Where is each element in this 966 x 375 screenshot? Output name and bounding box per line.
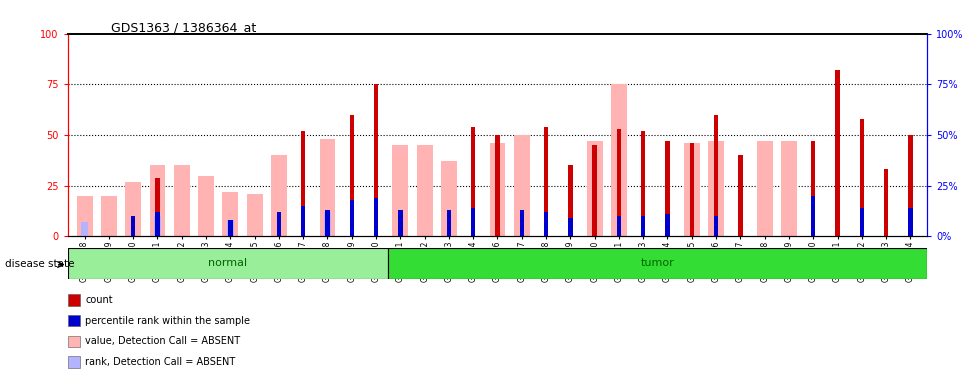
Bar bbox=[586, 141, 603, 236]
Bar bbox=[568, 218, 573, 236]
Bar bbox=[156, 212, 159, 236]
Bar bbox=[496, 135, 499, 236]
Bar bbox=[326, 210, 329, 236]
Bar bbox=[271, 155, 287, 236]
Text: GDS1363 / 1386364_at: GDS1363 / 1386364_at bbox=[111, 21, 256, 34]
Bar bbox=[416, 145, 433, 236]
Bar bbox=[441, 161, 457, 236]
Bar bbox=[714, 216, 719, 236]
Bar bbox=[908, 135, 913, 236]
Bar bbox=[301, 206, 305, 236]
Bar bbox=[126, 182, 141, 236]
Bar bbox=[836, 70, 839, 236]
Bar bbox=[131, 216, 135, 236]
Text: tumor: tumor bbox=[640, 258, 674, 268]
Bar bbox=[860, 119, 864, 236]
Bar bbox=[350, 200, 354, 236]
Bar bbox=[198, 176, 213, 236]
Bar bbox=[738, 155, 743, 236]
Bar bbox=[641, 131, 645, 236]
Bar bbox=[781, 141, 797, 236]
Bar bbox=[708, 141, 724, 236]
Bar bbox=[324, 212, 331, 236]
Bar bbox=[350, 115, 354, 236]
Bar bbox=[714, 115, 719, 236]
Bar bbox=[374, 84, 379, 236]
Bar bbox=[611, 84, 627, 236]
Bar bbox=[301, 131, 305, 236]
Bar bbox=[568, 165, 573, 236]
Bar bbox=[320, 139, 335, 236]
Text: disease state: disease state bbox=[5, 260, 74, 269]
Bar bbox=[544, 212, 549, 236]
Bar bbox=[490, 143, 505, 236]
Text: rank, Detection Call = ABSENT: rank, Detection Call = ABSENT bbox=[85, 357, 236, 367]
Bar bbox=[392, 145, 409, 236]
Bar bbox=[690, 143, 694, 236]
Text: normal: normal bbox=[209, 258, 247, 268]
Bar bbox=[520, 210, 524, 236]
Bar bbox=[616, 216, 621, 236]
Bar bbox=[756, 141, 773, 236]
Bar bbox=[101, 196, 117, 236]
Bar bbox=[666, 141, 669, 236]
Bar bbox=[860, 208, 864, 236]
Bar bbox=[131, 216, 135, 236]
Bar bbox=[76, 196, 93, 236]
Bar bbox=[666, 214, 669, 236]
Bar bbox=[641, 216, 645, 236]
Bar bbox=[246, 194, 263, 236]
Bar bbox=[544, 127, 549, 236]
Bar bbox=[592, 145, 597, 236]
Bar bbox=[471, 208, 475, 236]
Bar bbox=[514, 135, 529, 236]
Bar bbox=[150, 165, 165, 236]
Bar bbox=[616, 129, 621, 236]
Bar bbox=[471, 127, 475, 236]
Bar bbox=[222, 192, 239, 236]
Bar bbox=[174, 165, 189, 236]
Bar bbox=[684, 143, 699, 236]
Bar bbox=[811, 141, 815, 236]
Bar bbox=[388, 248, 927, 279]
Bar bbox=[228, 220, 233, 236]
Bar bbox=[374, 198, 379, 236]
Text: percentile rank within the sample: percentile rank within the sample bbox=[85, 316, 250, 326]
Bar bbox=[908, 208, 913, 236]
Text: value, Detection Call = ABSENT: value, Detection Call = ABSENT bbox=[85, 336, 241, 346]
Bar bbox=[276, 212, 281, 236]
Bar bbox=[68, 248, 388, 279]
Bar bbox=[884, 170, 889, 236]
Bar bbox=[81, 222, 88, 236]
Bar bbox=[227, 220, 234, 236]
Bar bbox=[811, 196, 815, 236]
Bar bbox=[156, 177, 159, 236]
Bar bbox=[446, 210, 451, 236]
Bar bbox=[154, 216, 161, 236]
Text: count: count bbox=[85, 295, 113, 305]
Bar bbox=[398, 210, 403, 236]
